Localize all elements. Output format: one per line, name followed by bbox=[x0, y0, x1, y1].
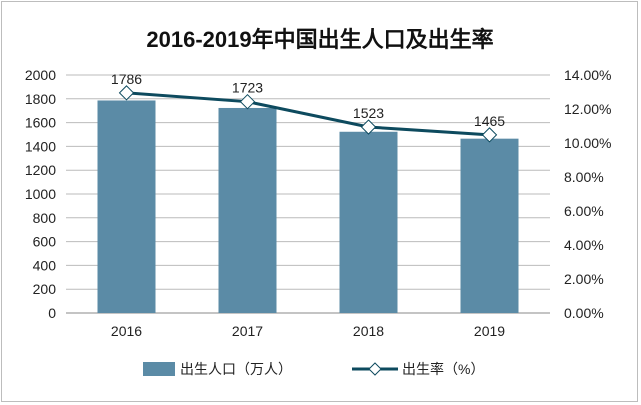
rate-marker bbox=[239, 93, 256, 110]
bar-data-label: 1786 bbox=[111, 71, 142, 87]
legend: 出生人口（万人） 出生率（%） bbox=[143, 361, 484, 377]
right-tick-label: 10.00% bbox=[564, 135, 611, 151]
bar-data-label: 1523 bbox=[353, 105, 384, 121]
x-tick-label: 2019 bbox=[474, 323, 505, 339]
right-tick-label: 8.00% bbox=[564, 169, 604, 185]
right-tick-label: 0.00% bbox=[564, 305, 604, 321]
left-tick-label: 2000 bbox=[25, 67, 56, 83]
right-tick-label: 14.00% bbox=[564, 67, 611, 83]
right-tick-label: 2.00% bbox=[564, 271, 604, 287]
right-tick-label: 12.00% bbox=[564, 101, 611, 117]
legend-bar-swatch bbox=[143, 362, 175, 376]
legend-line-label: 出生率（%） bbox=[402, 361, 484, 377]
left-tick-label: 1400 bbox=[25, 138, 56, 154]
left-tick-label: 1600 bbox=[25, 115, 56, 131]
chart-title: 2016-2019年中国出生人口及出生率 bbox=[146, 27, 493, 52]
x-tick-label: 2016 bbox=[111, 323, 142, 339]
x-tick-label: 2017 bbox=[232, 323, 263, 339]
legend-diamond-icon bbox=[368, 362, 382, 376]
bar bbox=[339, 131, 398, 313]
right-tick-label: 6.00% bbox=[564, 203, 604, 219]
bar-data-label: 1723 bbox=[232, 80, 263, 96]
rate-marker bbox=[118, 85, 135, 101]
left-tick-label: 1800 bbox=[25, 91, 56, 107]
bar bbox=[460, 138, 519, 313]
legend-bar-label: 出生人口（万人） bbox=[180, 361, 292, 377]
left-tick-label: 800 bbox=[33, 210, 57, 226]
left-tick-label: 1000 bbox=[25, 186, 56, 202]
left-tick-label: 200 bbox=[33, 281, 57, 297]
left-tick-label: 600 bbox=[33, 234, 57, 250]
left-tick-label: 0 bbox=[48, 305, 56, 321]
bar bbox=[97, 100, 156, 313]
rate-marker bbox=[481, 127, 498, 143]
right-tick-label: 4.00% bbox=[564, 237, 604, 253]
x-tick-label: 2018 bbox=[353, 323, 384, 339]
bar-data-label: 1465 bbox=[474, 113, 505, 129]
left-tick-label: 1200 bbox=[25, 162, 56, 178]
rate-line bbox=[126, 91, 490, 137]
bar bbox=[218, 107, 277, 313]
rate-marker bbox=[360, 119, 377, 135]
left-tick-label: 400 bbox=[33, 257, 57, 273]
